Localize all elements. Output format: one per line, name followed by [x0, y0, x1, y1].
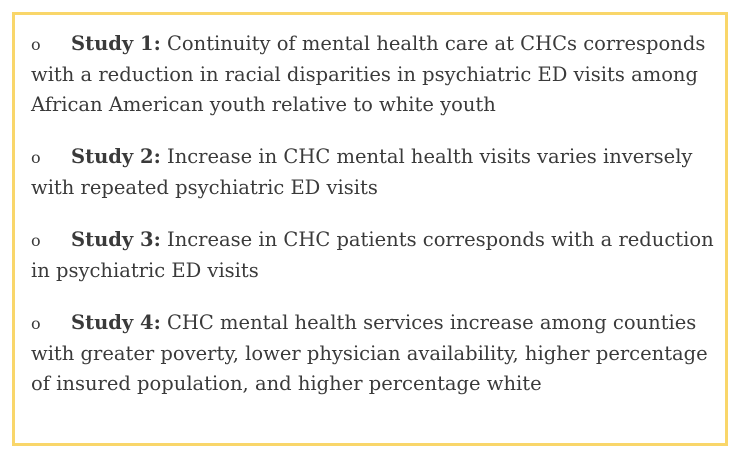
study-list: o Study 1: Continuity of mental health ca…: [31, 29, 721, 421]
study-text: Continuity of mental health care at CHCs…: [31, 32, 706, 116]
study-text: CHC mental health services increase amon…: [31, 311, 708, 395]
bullet-icon: o: [31, 314, 41, 333]
list-item: o Study 2: Increase in CHC mental health …: [31, 142, 721, 203]
bullet-icon: o: [31, 148, 41, 167]
study-label: Study 2:: [71, 145, 161, 168]
list-item: o Study 1: Continuity of mental health ca…: [31, 29, 721, 120]
study-label: Study 1:: [71, 32, 161, 55]
list-item: o Study 4: CHC mental health services inc…: [31, 308, 721, 399]
study-text: Increase in CHC mental health visits var…: [31, 145, 693, 199]
study-text: Increase in CHC patients corresponds wit…: [31, 228, 714, 282]
study-label: Study 3:: [71, 228, 161, 251]
study-label: Study 4:: [71, 311, 161, 334]
studies-box: o Study 1: Continuity of mental health ca…: [12, 12, 728, 446]
list-item: o Study 3: Increase in CHC patients corre…: [31, 225, 721, 286]
bullet-icon: o: [31, 35, 41, 54]
bullet-icon: o: [31, 231, 41, 250]
